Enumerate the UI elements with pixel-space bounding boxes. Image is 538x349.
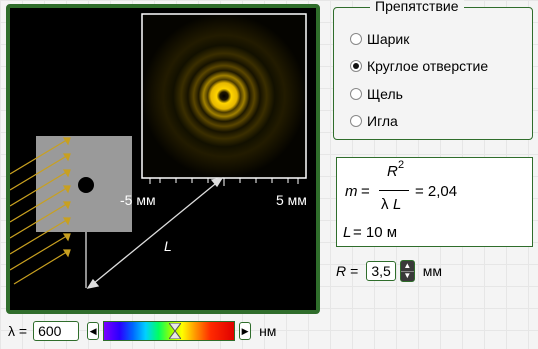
- formula-numerator-r: R: [387, 163, 398, 180]
- obstacle-hole: [78, 177, 94, 193]
- scale-ticks: [142, 177, 306, 186]
- option-ball-label: Шарик: [367, 31, 410, 47]
- distance-variable: L: [343, 224, 352, 241]
- fresnel-formula-box: m = R 2 λ L = 2,04 L = 10 м: [336, 157, 533, 247]
- option-slit-label: Щель: [367, 86, 403, 102]
- option-ball[interactable]: Шарик: [350, 31, 409, 47]
- wavelength-label: λ =: [8, 323, 28, 339]
- scale-left-label: -5 мм: [120, 192, 156, 208]
- option-round-hole-label: Круглое отверстие: [367, 58, 489, 74]
- formula-result: = 2,04: [415, 183, 458, 200]
- radio-round-hole[interactable]: [350, 60, 362, 72]
- arrow-left-icon: ◀: [89, 325, 97, 336]
- arrow-right-icon: ▶: [241, 325, 249, 336]
- slider-thumb-icon[interactable]: [169, 323, 182, 339]
- scene-graphics: [10, 13, 307, 289]
- wavelength-unit: нм: [259, 323, 277, 339]
- option-needle-label: Игла: [367, 113, 398, 129]
- spin-down-icon[interactable]: ▼: [400, 270, 414, 282]
- distance-arrow: [85, 177, 224, 289]
- obstacle-group: Препятствие Шарик Круглое отверстие Щель…: [333, 0, 533, 140]
- diffraction-scene: -5 мм 5 мм L: [6, 4, 320, 314]
- formula-m: m: [345, 183, 358, 200]
- wavelength-increase-button[interactable]: ▶: [239, 322, 252, 340]
- distance-value: = 10 м: [353, 224, 398, 241]
- spin-up-icon[interactable]: ▲: [403, 260, 412, 270]
- formula-denominator-l: L: [393, 196, 402, 213]
- option-needle[interactable]: Игла: [350, 113, 398, 129]
- radius-control: R = 3,5 ▲ ▼ мм: [336, 260, 442, 282]
- radius-input[interactable]: 3,5: [366, 261, 396, 281]
- wavelength-control: λ = 600 ◀ ▶ нм: [8, 321, 276, 341]
- option-round-hole[interactable]: Круглое отверстие: [350, 58, 488, 74]
- formula-equals: =: [361, 183, 370, 200]
- wavelength-spectrum-slider[interactable]: [103, 321, 236, 341]
- obstacle-legend: Препятствие: [370, 0, 464, 14]
- distance-label: L: [164, 238, 172, 254]
- formula-lambda: λ: [381, 196, 389, 213]
- radio-ball[interactable]: [350, 33, 362, 45]
- formula-power: 2: [398, 159, 405, 171]
- observation-screen: [141, 13, 307, 179]
- wavelength-input[interactable]: 600: [33, 321, 80, 341]
- wavelength-decrease-button[interactable]: ◀: [87, 322, 100, 340]
- incident-rays: [10, 137, 71, 285]
- radius-label: R: [336, 263, 347, 279]
- fraction-bar: [379, 190, 409, 191]
- radius-equals: =: [350, 263, 359, 279]
- radius-unit: мм: [422, 263, 443, 279]
- scale-right-label: 5 мм: [276, 192, 307, 208]
- radio-slit[interactable]: [350, 88, 362, 100]
- option-slit[interactable]: Щель: [350, 86, 403, 102]
- radio-needle[interactable]: [350, 115, 362, 127]
- radius-spinner[interactable]: ▲ ▼: [399, 260, 415, 282]
